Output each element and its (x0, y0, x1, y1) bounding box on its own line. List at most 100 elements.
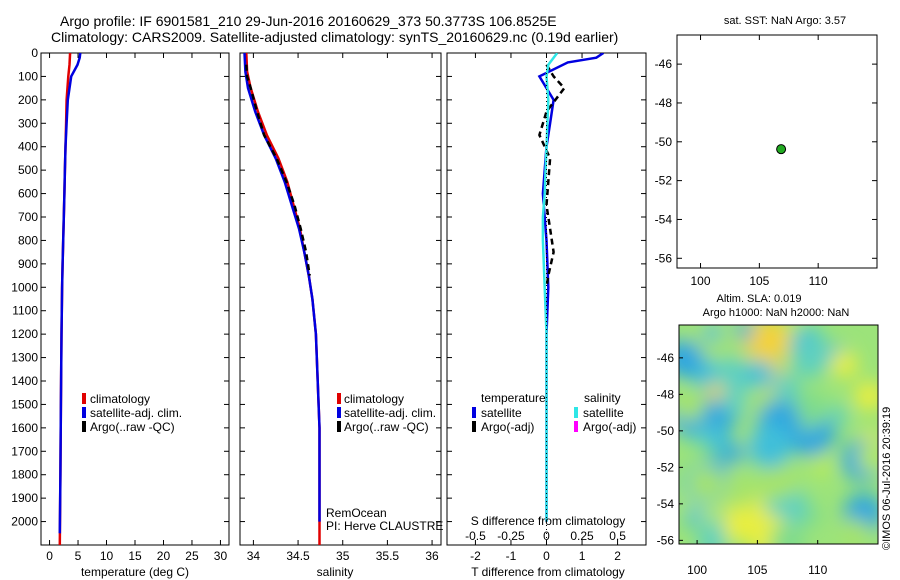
heatmap-image (679, 325, 878, 544)
x-tick-label: 110 (808, 563, 827, 577)
legend-sal-argo: Argo(-adj) (583, 420, 636, 434)
x-tick-label: 105 (749, 274, 769, 288)
annotation-project: RemOcean (326, 506, 387, 520)
salinity-scale-tick-label: 0.5 (609, 529, 626, 543)
difference-legend: temperature satellite Argo(-adj) salinit… (472, 391, 636, 434)
y-tick-label: 1200 (11, 327, 38, 341)
legend-swatch-satellite (82, 407, 86, 418)
heatmap-texture-blob (841, 518, 870, 544)
y-tick-label: -46 (655, 57, 673, 71)
series-satellite-adj-clim- (58, 53, 82, 534)
x-tick-label: 34 (247, 549, 261, 563)
heatmap-texture-blob (769, 523, 806, 544)
heatmap-texture-blob (703, 325, 722, 343)
y-tick-label: 1100 (12, 304, 38, 318)
legend-swatch-sal-argo (574, 421, 578, 432)
salinity-xlabel: salinity (317, 565, 354, 579)
salinity-legend: climatology satellite-adj. clim. Argo(..… (337, 392, 436, 434)
x-tick-label: 110 (809, 274, 828, 288)
y-tick-label: -56 (655, 251, 673, 265)
legend-temp-argo: Argo(-adj) (481, 420, 534, 434)
heatmap-texture-blob (735, 325, 754, 340)
heatmap-subtitle: Argo h1000: NaN h2000: NaN (703, 307, 850, 319)
heatmap-texture-blob (723, 443, 745, 464)
y-tick-label: 2000 (11, 515, 38, 529)
salinity-scale-tick-label: 0 (543, 529, 550, 543)
x-tick-label: -2 (470, 549, 481, 563)
copyright-label: ©IMOS 06-Jul-2016 20:39:19 (881, 407, 893, 550)
y-tick-label: 300 (18, 116, 38, 130)
heatmap-texture-blob (685, 508, 704, 528)
legend-swatch-argo (82, 421, 86, 432)
x-tick-label: 2 (614, 549, 621, 563)
heatmap-texture-blob (720, 389, 748, 416)
heatmap-texture-blob (743, 325, 791, 366)
legend-climatology: climatology (344, 392, 404, 406)
y-tick-label: 200 (18, 93, 38, 107)
heatmap-texture-blob (705, 427, 732, 454)
legend-argo: Argo(..raw -QC) (90, 420, 175, 434)
legend-climatology: climatology (90, 392, 150, 406)
x-tick-label: 5 (75, 549, 82, 563)
x-tick-label: 30 (214, 549, 228, 563)
difference-lines (537, 53, 605, 545)
y-tick-label: 1500 (11, 397, 38, 411)
x-tick-label: 1 (579, 549, 586, 563)
heatmap-texture-blob (707, 383, 725, 401)
heatmap-texture-blob (772, 372, 800, 400)
y-tick-label: -54 (657, 497, 675, 511)
x-tick-label: 10 (100, 549, 114, 563)
temperature-legend: climatology satellite-adj. clim. Argo(..… (82, 392, 182, 434)
temperature-lines (58, 53, 82, 545)
x-tick-label: 105 (747, 563, 767, 577)
y-tick-label: -52 (657, 460, 675, 474)
heatmap-texture-blob (829, 405, 849, 425)
y-tick-label: -48 (655, 96, 673, 110)
heatmap-texture-blob (722, 506, 758, 542)
legend-swatch-satellite (337, 407, 341, 418)
y-tick-label: 1400 (11, 374, 38, 388)
annotation-pi: PI: Herve CLAUSTRE (326, 519, 443, 533)
heatmap-texture-blob (757, 458, 799, 500)
legend-temp-satellite: satellite (481, 406, 522, 420)
x-tick-label: 35.5 (376, 549, 400, 563)
temperature-axes (40, 52, 230, 546)
y-tick-label: -56 (657, 533, 675, 547)
heatmap-blobs (679, 325, 878, 544)
salinity-scale-tick-label: -0.5 (465, 529, 486, 543)
series-satellite-adj-clim- (243, 53, 321, 522)
legend-temperature-title: temperature (481, 391, 546, 405)
y-tick-label: -50 (655, 135, 673, 149)
y-tick-label: 700 (18, 210, 38, 224)
y-tick-label: 600 (18, 187, 38, 201)
y-tick-label: 1000 (11, 280, 38, 294)
salinity-scale-tick-label: -0.25 (497, 529, 525, 543)
y-tick-label: 800 (18, 233, 38, 247)
x-tick-label: 100 (691, 274, 711, 288)
legend-swatch-temp-argo (472, 421, 476, 432)
series-argo-raw-qc- (245, 64, 311, 276)
heatmap-texture-blob (854, 381, 878, 412)
x-tick-label: 0 (543, 549, 550, 563)
heatmap-texture-blob (813, 421, 837, 445)
legend-swatch-temp-satellite (472, 407, 476, 418)
header-line1: Argo profile: IF 6901581_210 29-Jun-2016… (60, 13, 557, 29)
y-tick-label: 900 (18, 257, 38, 271)
heatmap-texture-blob (830, 350, 858, 378)
y-tick-label: 1600 (11, 421, 38, 435)
legend-swatch-climatology (82, 393, 86, 404)
legend-swatch-sal-satellite (574, 407, 578, 418)
salinity-panel: 34 34.5 35 35.5 36 salinity climatology sate… (239, 52, 443, 579)
salinity-scale-tick-label: 0.25 (570, 529, 594, 543)
x-tick-label: 100 (687, 563, 707, 577)
argo-position-marker (776, 144, 787, 155)
y-tick-label: -52 (655, 174, 673, 188)
heatmap-axes (678, 324, 879, 545)
legend-salinity-title: salinity (584, 391, 621, 405)
heatmap-ticks: 100 105 110 -46 -48 -50 -52 -54 -56 (657, 351, 828, 577)
y-tick-label: -48 (657, 387, 675, 401)
y-tick-label: -54 (655, 212, 673, 226)
heatmap-title: Altim. SLA: 0.019 (717, 293, 802, 305)
temperature-panel: 0 5 10 15 20 25 300100200300400500600700800900… (11, 46, 230, 579)
